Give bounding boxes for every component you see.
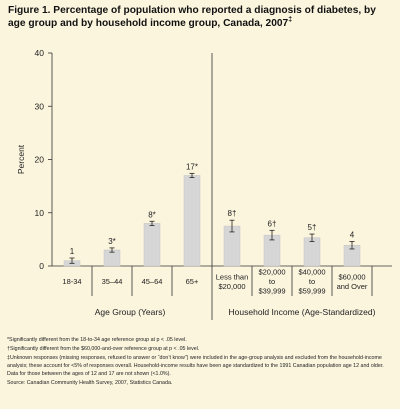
y-tick-label: 30: [35, 101, 45, 111]
x-tick-label: Less than: [216, 272, 249, 281]
panel-label: Age Group (Years): [95, 307, 166, 317]
footnote-unknown: ‡Unknown responses (missing responses, r…: [7, 355, 384, 377]
footnote-sig-income: †Significantly different from the $60,00…: [7, 346, 200, 352]
bar: [183, 175, 201, 267]
footnote-source: Source: Canadian Community Health Survey…: [7, 380, 173, 386]
y-tick-label: 0: [39, 261, 44, 271]
x-tick-label: $40,000: [298, 268, 325, 277]
x-tick-label: $20,000: [258, 268, 285, 277]
data-label: 8*: [148, 210, 156, 219]
y-tick-label: 20: [35, 155, 45, 165]
x-tick-label: $39,999: [258, 287, 285, 296]
x-tick-label: $20,000: [218, 282, 245, 291]
footnote-sig-age: *Significantly different from the 18-to-…: [7, 337, 187, 343]
chart: 0 10 20 30 40 Percent 1 18-34 3* 35–44 8* 45–64 17* 6…: [16, 48, 392, 320]
y-tick-label: 10: [35, 208, 45, 218]
data-label: 1: [70, 247, 75, 256]
data-label: 5†: [308, 223, 317, 232]
x-tick-label: 35–44: [102, 277, 123, 286]
x-tick-label: 45–64: [142, 277, 163, 286]
data-label: 3*: [108, 237, 116, 246]
data-label: 17*: [186, 162, 198, 171]
x-tick-label: $59,999: [298, 287, 325, 296]
x-tick-label: and Over: [337, 282, 368, 291]
x-tick-label: $60,000: [338, 272, 365, 281]
panel-label: Household Income (Age-Standardized): [229, 307, 376, 317]
x-tick-label: 65+: [186, 277, 199, 286]
x-tick-label: 18-34: [62, 277, 81, 286]
title-footnote-mark: ‡: [288, 16, 293, 24]
bar: [303, 237, 321, 267]
y-axis-label: Percent: [16, 144, 26, 174]
y-tick-label: 40: [35, 48, 45, 58]
x-tick-label: to: [309, 277, 315, 286]
x-tick-label: to: [269, 277, 275, 286]
bar: [143, 223, 161, 267]
data-label: 6†: [268, 219, 277, 228]
data-label: 4: [350, 231, 355, 240]
footnotes: *Significantly different from the 18-to-…: [7, 336, 395, 387]
chart-title: Figure 1. Percentage of population who r…: [8, 5, 376, 29]
data-label: 8†: [228, 209, 237, 218]
